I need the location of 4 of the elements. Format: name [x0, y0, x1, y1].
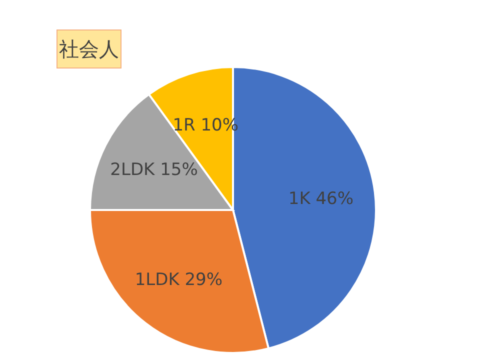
slice-label: 1LDK 29% — [134, 270, 223, 290]
chart-title: 社会人 — [59, 37, 119, 61]
slice-label: 1K 46% — [288, 188, 354, 209]
slice-label: 2LDK 15% — [110, 160, 198, 180]
